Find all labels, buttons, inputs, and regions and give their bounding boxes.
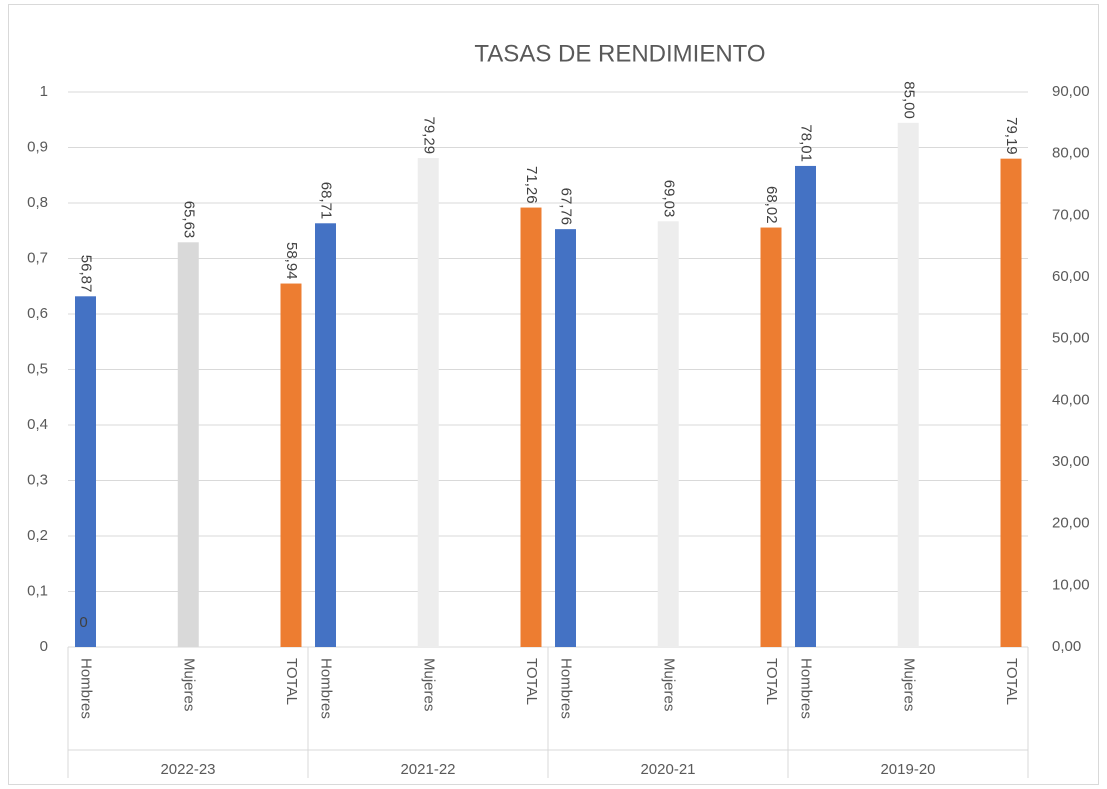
y-tick-label: 1: [40, 83, 48, 100]
x-tick-label: Hombres: [318, 658, 335, 719]
y2-tick-label: 60,00: [1052, 268, 1090, 285]
y-tick-label: 0,5: [27, 360, 48, 377]
group-label: 2022-23: [160, 761, 215, 778]
bar: [1000, 158, 1022, 647]
y2-tick-label: 80,00: [1052, 145, 1090, 162]
x-tick-label: TOTAL: [283, 658, 300, 705]
bar: [280, 283, 302, 647]
x-tick-label: Mujeres: [420, 658, 437, 711]
x-tick-label: Mujeres: [180, 658, 197, 711]
x-tick-label: Hombres: [798, 658, 815, 719]
x-tick-label: Mujeres: [660, 658, 677, 711]
bar: [795, 165, 816, 647]
group-label: 2019-20: [880, 761, 935, 778]
y-tick-label: 0,4: [27, 416, 48, 433]
data-label: 65,63: [180, 201, 197, 239]
chart-border: [8, 4, 1099, 785]
data-label: 85,00: [900, 81, 917, 119]
y-tick-label: 0,1: [27, 582, 48, 599]
data-label: 71,26: [523, 166, 540, 204]
bar: [760, 227, 782, 647]
data-label: 56,87: [78, 255, 95, 293]
y2-tick-label: 20,00: [1052, 515, 1090, 532]
data-label: 58,94: [283, 242, 300, 280]
bar: [520, 207, 542, 647]
data-label: 69,03: [660, 180, 677, 218]
y-tick-label: 0,2: [27, 527, 48, 544]
x-tick-label: TOTAL: [1003, 658, 1020, 705]
x-tick-label: Hombres: [78, 658, 95, 719]
chart-title: TASAS DE RENDIMIENTO: [474, 40, 765, 67]
y-tick-label: 0,3: [27, 471, 48, 488]
bar: [177, 242, 199, 647]
y2-tick-label: 40,00: [1052, 391, 1090, 408]
group-label: 2020-21: [640, 761, 695, 778]
y2-tick-label: 10,00: [1052, 576, 1090, 593]
y-tick-label: 0,6: [27, 305, 48, 322]
y2-tick-label: 70,00: [1052, 206, 1090, 223]
y2-tick-label: 50,00: [1052, 330, 1090, 347]
x-tick-label: TOTAL: [763, 658, 780, 705]
bar: [897, 122, 919, 648]
y-tick-label: 0,9: [27, 138, 48, 155]
y-tick-label: 0,8: [27, 194, 48, 211]
data-label: 68,71: [318, 182, 335, 220]
x-tick-label: TOTAL: [523, 658, 540, 705]
data-label: 67,76: [558, 188, 575, 226]
bar: [417, 158, 439, 648]
bar: [75, 296, 96, 647]
bar: [315, 223, 336, 647]
bar: [555, 229, 576, 647]
data-label: 79,19: [1003, 117, 1020, 155]
y-tick-label: 0: [40, 638, 48, 655]
y2-tick-label: 90,00: [1052, 83, 1090, 100]
data-label: 78,01: [798, 124, 815, 162]
y-tick-label: 0,7: [27, 249, 48, 266]
y2-tick-label: 30,00: [1052, 453, 1090, 470]
y2-tick-label: 0,00: [1052, 638, 1081, 655]
bar: [657, 221, 679, 647]
data-label: 79,29: [420, 116, 437, 154]
data-label: 0: [79, 614, 87, 631]
data-label: 68,02: [763, 186, 780, 224]
group-label: 2021-22: [400, 761, 455, 778]
x-tick-label: Hombres: [558, 658, 575, 719]
x-tick-label: Mujeres: [900, 658, 917, 711]
